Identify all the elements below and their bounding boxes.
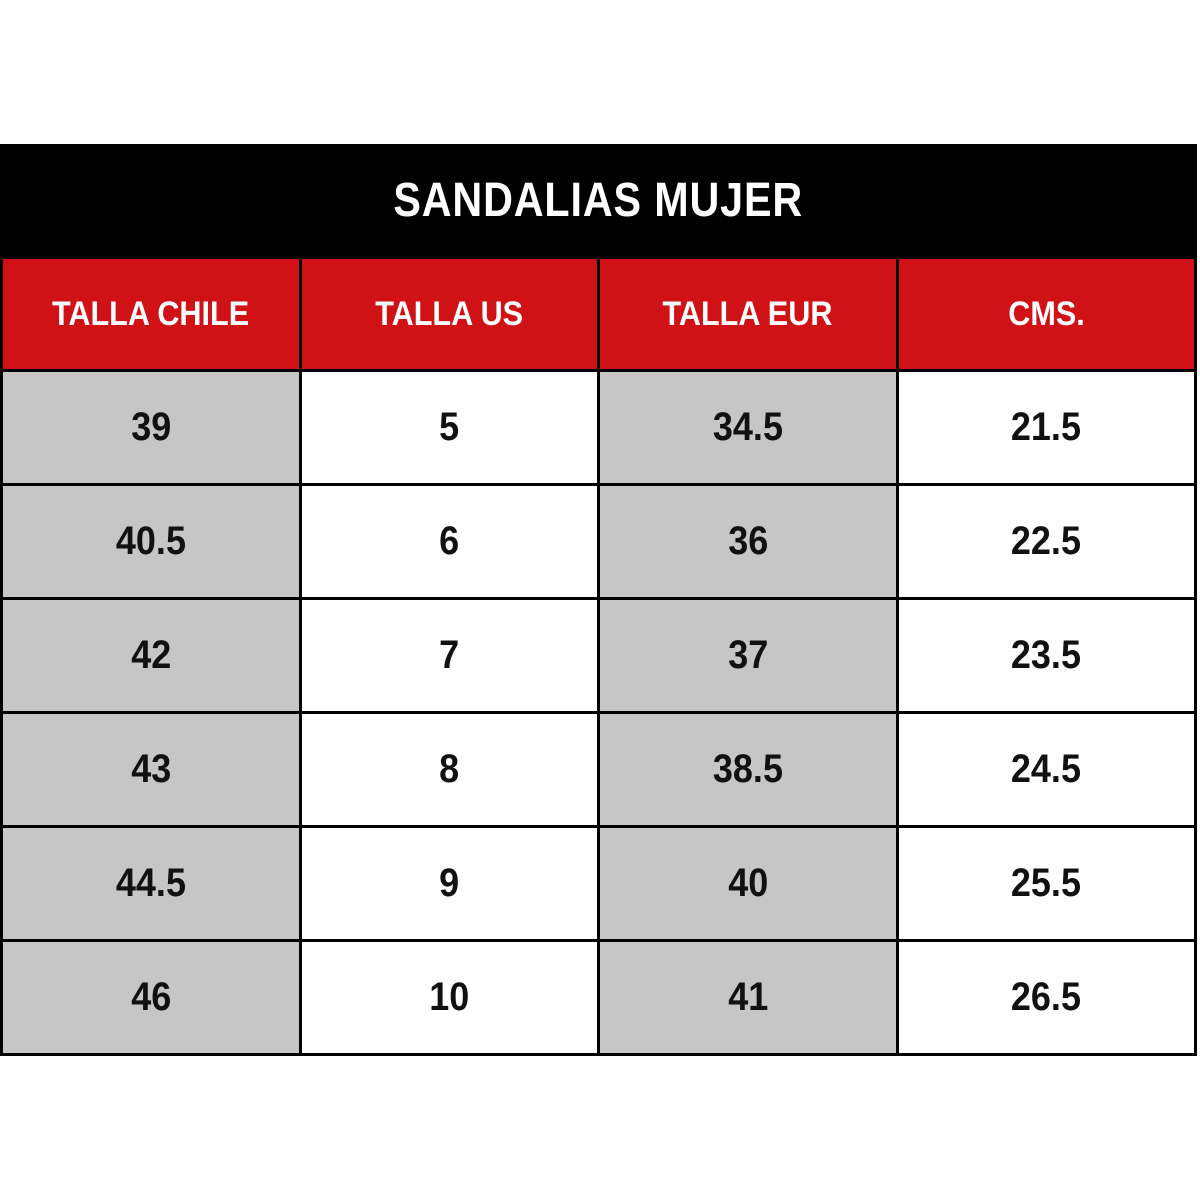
table-body: 39 5 34.5 21.5 40.5 6 36 22.5 42 7 37 23… [0, 369, 1197, 1056]
table-cell: 36 [597, 483, 899, 600]
cell-value: 9 [439, 861, 460, 905]
cell-value: 22.5 [1011, 519, 1082, 563]
page-title: SANDALIAS MUJER [393, 173, 804, 227]
header-row: TALLA CHILE TALLA US TALLA EUR CMS. [0, 256, 1197, 372]
table-cell: 41 [597, 939, 899, 1056]
table-cell: 34.5 [597, 369, 899, 486]
header-label: TALLA EUR [662, 294, 833, 333]
table-cell: 42 [0, 597, 302, 714]
table-cell: 43 [0, 711, 302, 828]
cell-value: 39 [130, 405, 171, 449]
table-cell: 40.5 [0, 483, 302, 600]
table-header: TALLA CHILE TALLA US TALLA EUR CMS. [0, 256, 1197, 372]
cell-value: 46 [130, 975, 171, 1019]
table-row: 46 10 41 26.5 [0, 939, 1197, 1056]
table-row: 43 8 38.5 24.5 [0, 711, 1197, 828]
cell-value: 25.5 [1011, 861, 1082, 905]
table-cell: 7 [298, 597, 600, 714]
table-cell: 5 [298, 369, 600, 486]
header-cell-cms: CMS. [895, 256, 1197, 372]
table-cell: 39 [0, 369, 302, 486]
table-row: 44.5 9 40 25.5 [0, 825, 1197, 942]
table-cell: 46 [0, 939, 302, 1056]
header-label: CMS. [1008, 294, 1085, 333]
table-cell: 10 [298, 939, 600, 1056]
cell-value: 34.5 [712, 405, 783, 449]
cell-value: 36 [727, 519, 768, 563]
cell-value: 8 [439, 747, 460, 791]
table-cell: 25.5 [895, 825, 1197, 942]
cell-value: 44.5 [115, 861, 186, 905]
table-cell: 21.5 [895, 369, 1197, 486]
table-cell: 23.5 [895, 597, 1197, 714]
table-row: 40.5 6 36 22.5 [0, 483, 1197, 600]
cell-value: 7 [439, 633, 460, 677]
table-cell: 9 [298, 825, 600, 942]
cell-value: 23.5 [1011, 633, 1082, 677]
title-band: SANDALIAS MUJER [0, 144, 1197, 256]
cell-value: 40 [727, 861, 768, 905]
table-row: 39 5 34.5 21.5 [0, 369, 1197, 486]
table-cell: 6 [298, 483, 600, 600]
header-label: TALLA CHILE [52, 294, 250, 333]
cell-value: 42 [130, 633, 171, 677]
table-cell: 24.5 [895, 711, 1197, 828]
header-cell-talla-us: TALLA US [298, 256, 600, 372]
size-table: TALLA CHILE TALLA US TALLA EUR CMS. 39 5… [0, 256, 1197, 1056]
table-cell: 37 [597, 597, 899, 714]
cell-value: 40.5 [115, 519, 186, 563]
table-row: 42 7 37 23.5 [0, 597, 1197, 714]
cell-value: 26.5 [1011, 975, 1082, 1019]
table-cell: 44.5 [0, 825, 302, 942]
header-label: TALLA US [375, 294, 524, 333]
cell-value: 38.5 [712, 747, 783, 791]
cell-value: 43 [130, 747, 171, 791]
table-cell: 8 [298, 711, 600, 828]
table-cell: 22.5 [895, 483, 1197, 600]
size-chart: SANDALIAS MUJER TALLA CHILE TALLA US TAL… [0, 144, 1197, 1056]
header-cell-talla-eur: TALLA EUR [597, 256, 899, 372]
cell-value: 6 [439, 519, 460, 563]
table-cell: 40 [597, 825, 899, 942]
cell-value: 21.5 [1011, 405, 1082, 449]
table-cell: 26.5 [895, 939, 1197, 1056]
cell-value: 10 [429, 975, 470, 1019]
header-cell-talla-chile: TALLA CHILE [0, 256, 302, 372]
cell-value: 24.5 [1011, 747, 1082, 791]
table-cell: 38.5 [597, 711, 899, 828]
cell-value: 37 [727, 633, 768, 677]
cell-value: 5 [439, 405, 460, 449]
cell-value: 41 [727, 975, 768, 1019]
